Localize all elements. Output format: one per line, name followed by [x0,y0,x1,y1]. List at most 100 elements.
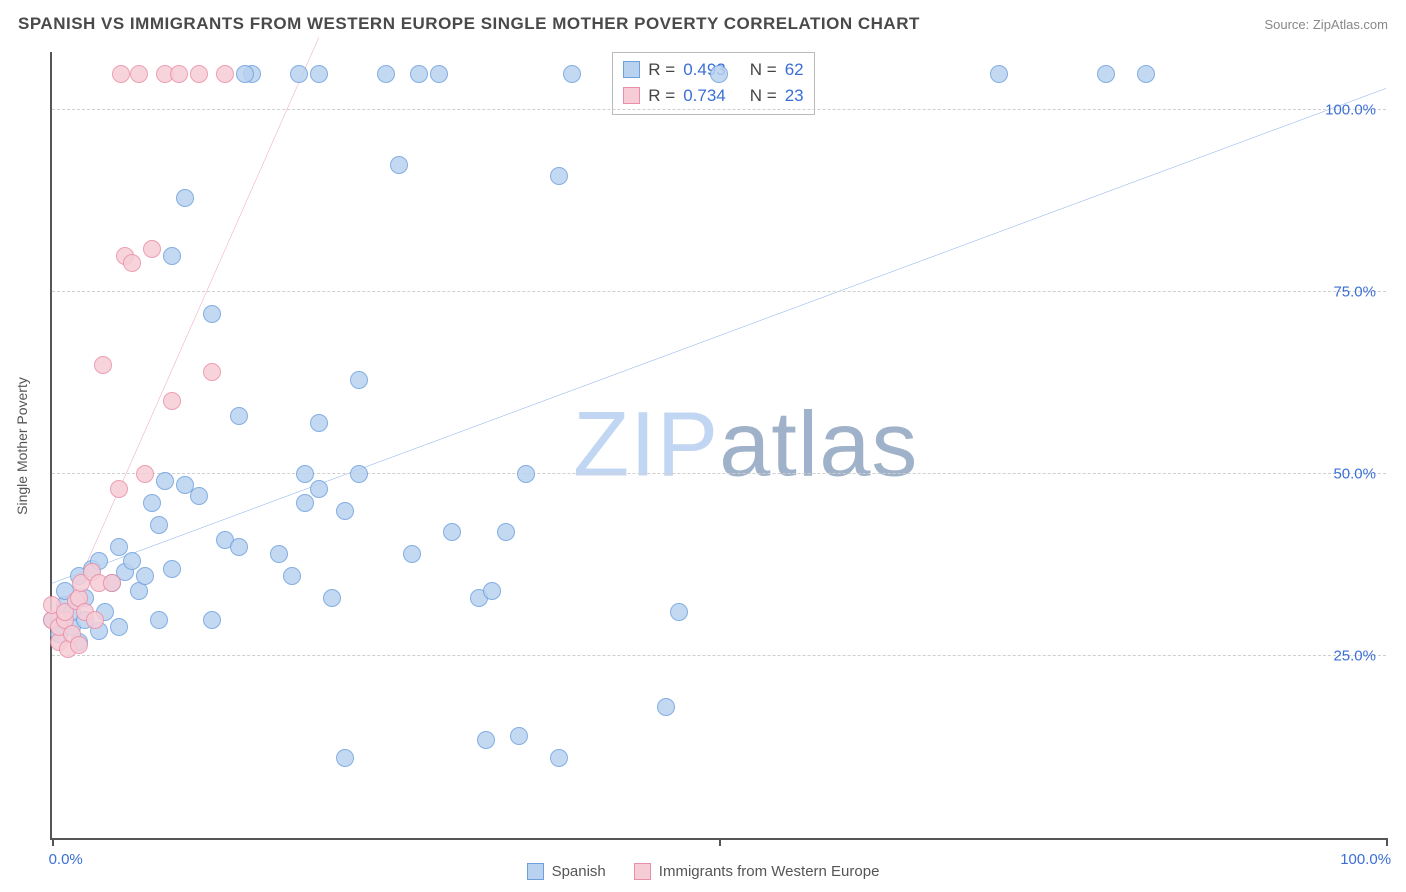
data-point-spanish [150,516,168,534]
trend-lines-layer [52,52,1386,838]
legend-label: Spanish [552,863,606,880]
data-point-immigrants [216,65,234,83]
r-label: R = [648,57,675,83]
data-point-spanish [163,247,181,265]
data-point-spanish [497,523,515,541]
data-point-spanish [123,552,141,570]
data-point-immigrants [143,240,161,258]
gridline [52,109,1386,110]
data-point-immigrants [70,636,88,654]
data-point-spanish [230,407,248,425]
data-point-spanish [510,727,528,745]
data-point-spanish [203,305,221,323]
y-tick-label: 25.0% [1333,648,1376,665]
data-point-spanish [296,465,314,483]
data-point-spanish [230,538,248,556]
trend-line-spanish [52,88,1386,583]
data-point-spanish [136,567,154,585]
data-point-spanish [443,523,461,541]
data-point-spanish [430,65,448,83]
data-point-spanish [550,167,568,185]
legend-swatch-spanish [527,863,544,880]
data-point-immigrants [103,574,121,592]
data-point-spanish [143,494,161,512]
gridline [52,655,1386,656]
data-point-spanish [110,538,128,556]
data-point-spanish [350,465,368,483]
x-tick [1386,838,1388,846]
data-point-spanish [296,494,314,512]
data-point-spanish [350,371,368,389]
data-point-spanish [290,65,308,83]
data-point-spanish [163,560,181,578]
data-point-spanish [1097,65,1115,83]
correlation-legend: R = 0.493N = 62R = 0.734N = 23 [612,52,814,115]
data-point-spanish [710,65,728,83]
data-point-spanish [190,487,208,505]
y-axis-title: Single Mother Poverty [14,377,30,515]
x-tick [719,838,721,846]
data-point-immigrants [94,356,112,374]
data-point-spanish [563,65,581,83]
data-point-immigrants [190,65,208,83]
data-point-spanish [403,545,421,563]
data-point-spanish [670,603,688,621]
data-point-spanish [477,731,495,749]
gridline [52,291,1386,292]
data-point-spanish [377,65,395,83]
legend-swatch-immigrants [634,863,651,880]
source-label: Source: [1264,17,1312,32]
source-link[interactable]: ZipAtlas.com [1313,17,1388,32]
series-legend: Spanish Immigrants from Western Europe [0,863,1406,880]
r-value: 0.734 [683,83,726,109]
n-label: N = [750,57,777,83]
data-point-spanish [336,749,354,767]
data-point-immigrants [163,392,181,410]
data-point-spanish [517,465,535,483]
source-attribution: Source: ZipAtlas.com [1264,17,1388,32]
legend-item-spanish: Spanish [527,863,606,880]
data-point-spanish [483,582,501,600]
data-point-spanish [150,611,168,629]
data-point-spanish [283,567,301,585]
data-point-immigrants [136,465,154,483]
data-point-spanish [323,589,341,607]
r-label: R = [648,83,675,109]
data-point-spanish [156,472,174,490]
data-point-spanish [390,156,408,174]
data-point-immigrants [110,480,128,498]
legend-item-immigrants: Immigrants from Western Europe [634,863,880,880]
y-tick-label: 75.0% [1333,284,1376,301]
data-point-spanish [1137,65,1155,83]
data-point-immigrants [203,363,221,381]
n-value: 62 [785,57,804,83]
legend-swatch-immigrants [623,87,640,104]
legend-swatch-spanish [623,61,640,78]
data-point-spanish [990,65,1008,83]
data-point-spanish [550,749,568,767]
x-tick [52,838,54,846]
data-point-spanish [203,611,221,629]
data-point-spanish [310,480,328,498]
n-value: 23 [785,83,804,109]
data-point-spanish [336,502,354,520]
plot-area: ZIPatlas R = 0.493N = 62R = 0.734N = 23 … [50,52,1386,840]
data-point-spanish [657,698,675,716]
data-point-spanish [410,65,428,83]
n-label: N = [750,83,777,109]
data-point-immigrants [170,65,188,83]
data-point-immigrants [130,65,148,83]
data-point-immigrants [123,254,141,272]
data-point-spanish [270,545,288,563]
y-tick-label: 100.0% [1325,102,1376,119]
data-point-spanish [110,618,128,636]
data-point-spanish [310,414,328,432]
y-tick-label: 50.0% [1333,466,1376,483]
data-point-spanish [310,65,328,83]
data-point-spanish [236,65,254,83]
gridline [52,473,1386,474]
legend-row-immigrants: R = 0.734 N = 23 [623,83,803,109]
legend-label: Immigrants from Western Europe [659,863,880,880]
data-point-immigrants [112,65,130,83]
data-point-immigrants [86,611,104,629]
